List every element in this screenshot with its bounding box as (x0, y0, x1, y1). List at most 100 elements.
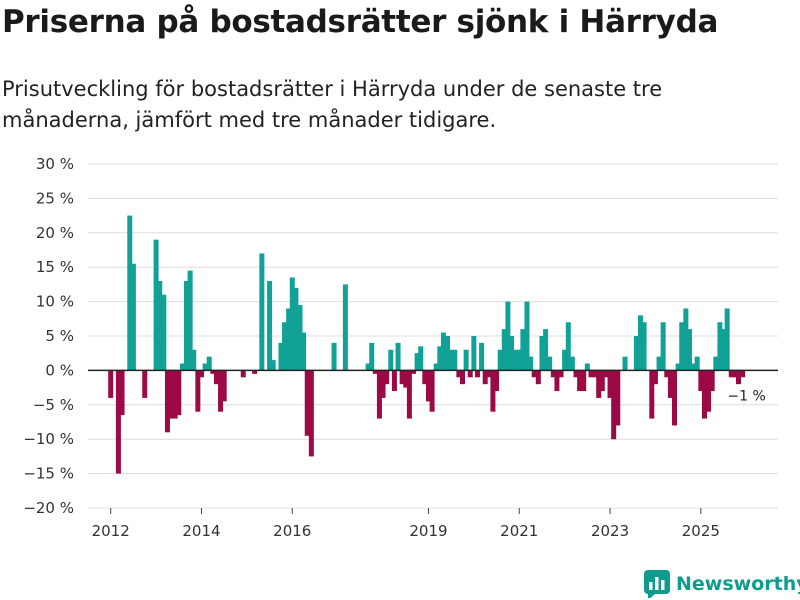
y-tick-label: −15 % (23, 465, 74, 483)
bar-positive (569, 356, 575, 371)
bar-negative (456, 370, 462, 378)
bar-negative (698, 370, 704, 392)
bar-positive (584, 363, 590, 371)
bar-negative (611, 370, 617, 440)
x-tick-label: 2012 (92, 522, 130, 540)
bar-negative (172, 370, 178, 419)
bar-positive (479, 342, 485, 371)
latest-value-label: −1 % (727, 388, 765, 404)
bar-negative (218, 370, 224, 412)
bar-negative (535, 370, 541, 385)
bar-negative (596, 370, 602, 398)
bar-positive (184, 280, 190, 371)
bar-positive (282, 322, 288, 371)
bar-negative (164, 370, 170, 433)
bar-positive (388, 349, 394, 371)
x-tick-label: 2019 (409, 522, 447, 540)
bar-negative (391, 370, 397, 392)
bar-negative (728, 370, 734, 378)
bar-positive (675, 363, 681, 371)
bar-positive (289, 277, 295, 371)
bar-negative (119, 370, 125, 416)
y-tick-label: 20 % (36, 224, 74, 242)
bar-positive (528, 356, 534, 371)
bar-negative (736, 370, 742, 385)
bar-positive (448, 349, 454, 371)
bar-positive (520, 329, 526, 371)
chart-subtitle: Prisutveckling för bostadsrätter i Härry… (2, 77, 663, 132)
bar-positive (187, 270, 193, 371)
bar-negative (732, 370, 738, 378)
bar-negative (195, 370, 201, 412)
bar-positive (713, 356, 719, 371)
bar-positive (161, 294, 167, 371)
bar-positive (445, 336, 451, 371)
bar-positive (414, 353, 420, 371)
bar-positive (202, 363, 208, 371)
y-tick-label: 5 % (45, 327, 74, 345)
bar-positive (130, 263, 136, 371)
bar-negative (403, 370, 409, 388)
bar-negative (664, 370, 670, 378)
bar-positive (270, 360, 276, 371)
bar-negative (304, 370, 310, 436)
bar-positive (565, 322, 571, 371)
bar-positive (179, 363, 185, 371)
bar-negative (460, 370, 466, 385)
bar-positive (505, 301, 511, 371)
bar-negative (210, 370, 216, 374)
x-tick-label: 2014 (182, 522, 220, 540)
bar-negative (425, 370, 431, 402)
y-axis-labels: −20 % −15 % −10 % −5 % 0 % 5 % 10 % 15 % 20 % 25 … (23, 155, 74, 517)
bar-negative (603, 370, 609, 378)
bar-positive (524, 301, 530, 371)
bar-positive (278, 342, 284, 371)
bar-negative (482, 370, 488, 385)
bar-negative (573, 370, 579, 378)
bar-negative (490, 370, 496, 412)
newsworthy-brand: Newsworthy (644, 568, 800, 600)
bar-positive (206, 356, 212, 371)
y-tick-label: 0 % (45, 361, 74, 379)
bar-negative (406, 370, 412, 419)
bar-negative (672, 370, 677, 426)
bar-negative (240, 370, 246, 378)
bar-positive (622, 356, 628, 371)
bar-positive (513, 349, 519, 371)
bar-negative (252, 370, 258, 374)
bar-positive (342, 284, 348, 371)
bar-negative (709, 370, 715, 392)
bar-positive (501, 329, 507, 371)
y-tick-label: 15 % (36, 258, 74, 276)
bar-negative (380, 370, 386, 398)
x-tick-label: 2016 (273, 522, 311, 540)
bar-negative (198, 370, 204, 378)
bar-positive (656, 356, 662, 371)
x-axis-labels: 2012 2014 2016 2019 2021 2023 2025 (92, 508, 720, 540)
bar-negative (706, 370, 712, 412)
bar-negative (474, 370, 480, 378)
bar-positive (641, 322, 647, 371)
bar-positive (286, 308, 292, 371)
bar-positive (679, 322, 685, 371)
chart-title: Priserna på bostadsrätter sjönk i Härryd… (2, 4, 719, 40)
bar-negative (108, 370, 114, 398)
bar-negative (376, 370, 382, 419)
bar-positive (259, 253, 265, 371)
bar-positive (297, 305, 303, 371)
bar-positive (543, 329, 549, 371)
bar-negative (115, 370, 121, 474)
bar-positive (153, 239, 159, 371)
bar-negative (467, 370, 473, 378)
bar-negative (422, 370, 428, 385)
bar-positive (633, 336, 639, 371)
bar-negative (168, 370, 174, 419)
bar-negative (740, 370, 746, 378)
bar-negative (558, 370, 564, 378)
bar-positive (660, 322, 666, 371)
bar-negative (592, 370, 598, 378)
bar-negative (176, 370, 182, 416)
y-tick-label: −10 % (23, 430, 74, 448)
bar-positive (267, 280, 273, 371)
